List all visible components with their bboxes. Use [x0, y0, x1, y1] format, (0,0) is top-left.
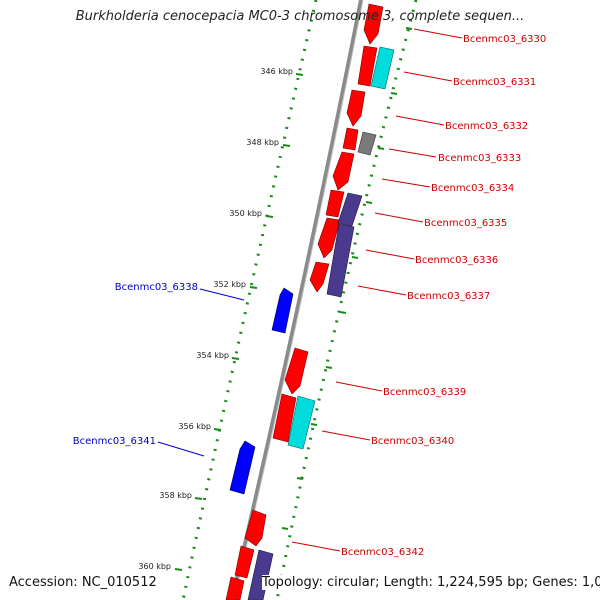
scale-ticks: 346 kbp 348 kbp 350 kbp 352 kbp 354 kbp … [138, 67, 304, 571]
gene-feature[interactable] [271, 287, 294, 334]
scale-label: 346 kbp [260, 67, 293, 76]
gene-feature[interactable] [332, 151, 355, 191]
purple-feature[interactable] [247, 549, 274, 600]
gene-feature[interactable] [244, 509, 267, 547]
scale-label: 350 kbp [229, 209, 262, 218]
gray-feature[interactable] [357, 131, 377, 156]
accession-text: Accession: NC_010512 [9, 575, 157, 590]
gene-label[interactable]: Bcenmc03_6341 [73, 436, 156, 447]
gene-feature[interactable] [325, 189, 345, 218]
scale-label: 358 kbp [159, 491, 192, 500]
gene-feature[interactable] [342, 127, 359, 151]
gene-label[interactable]: Bcenmc03_6330 [463, 34, 546, 45]
scale-label: 354 kbp [196, 351, 229, 360]
forward-genes [225, 3, 384, 600]
outer-ring-ticks [281, 27, 413, 530]
scale-label: 352 kbp [213, 280, 246, 289]
scale-label: 360 kbp [138, 562, 171, 571]
label-leaders [157, 28, 463, 552]
map-title: Burkholderia cenocepacia MC0-3 chromosom… [75, 9, 525, 24]
gene-feature[interactable] [346, 89, 366, 127]
gene-label[interactable]: Bcenmc03_6332 [445, 121, 528, 132]
inner-dotted-ring [181, 0, 318, 600]
gene-feature[interactable] [225, 576, 245, 600]
gene-labels: Bcenmc03_6330 Bcenmc03_6331 Bcenmc03_633… [73, 34, 547, 558]
cyan-feature[interactable] [370, 46, 395, 90]
gene-label[interactable]: Bcenmc03_6338 [115, 282, 198, 293]
gene-feature[interactable] [234, 545, 255, 579]
gene-feature[interactable] [272, 393, 297, 443]
gene-feature[interactable] [363, 3, 384, 45]
gene-feature[interactable] [357, 45, 378, 87]
gene-label[interactable]: Bcenmc03_6342 [341, 547, 424, 558]
topology-text: Topology: circular; Length: 1,224,595 bp… [262, 575, 600, 590]
purple-feature[interactable] [326, 223, 355, 298]
gene-label[interactable]: Bcenmc03_6340 [371, 436, 454, 447]
gene-label[interactable]: Bcenmc03_6336 [415, 255, 498, 266]
scale-label: 348 kbp [246, 138, 279, 147]
gene-feature[interactable] [284, 347, 309, 395]
cyan-feature[interactable] [287, 395, 316, 450]
scale-label: 356 kbp [178, 422, 211, 431]
gene-feature[interactable] [309, 261, 330, 293]
purple-features [247, 192, 363, 600]
gene-feature[interactable] [317, 217, 341, 259]
purple-feature[interactable] [337, 192, 363, 227]
gene-label[interactable]: Bcenmc03_6333 [438, 153, 521, 164]
gene-label[interactable]: Bcenmc03_6335 [424, 218, 507, 229]
gene-feature[interactable] [229, 440, 256, 495]
gene-label[interactable]: Bcenmc03_6334 [431, 183, 514, 194]
cyan-features [287, 46, 395, 450]
gene-label[interactable]: Bcenmc03_6331 [453, 77, 536, 88]
reverse-genes [229, 287, 294, 495]
gene-label[interactable]: Bcenmc03_6337 [407, 291, 490, 302]
gene-label[interactable]: Bcenmc03_6339 [383, 387, 466, 398]
